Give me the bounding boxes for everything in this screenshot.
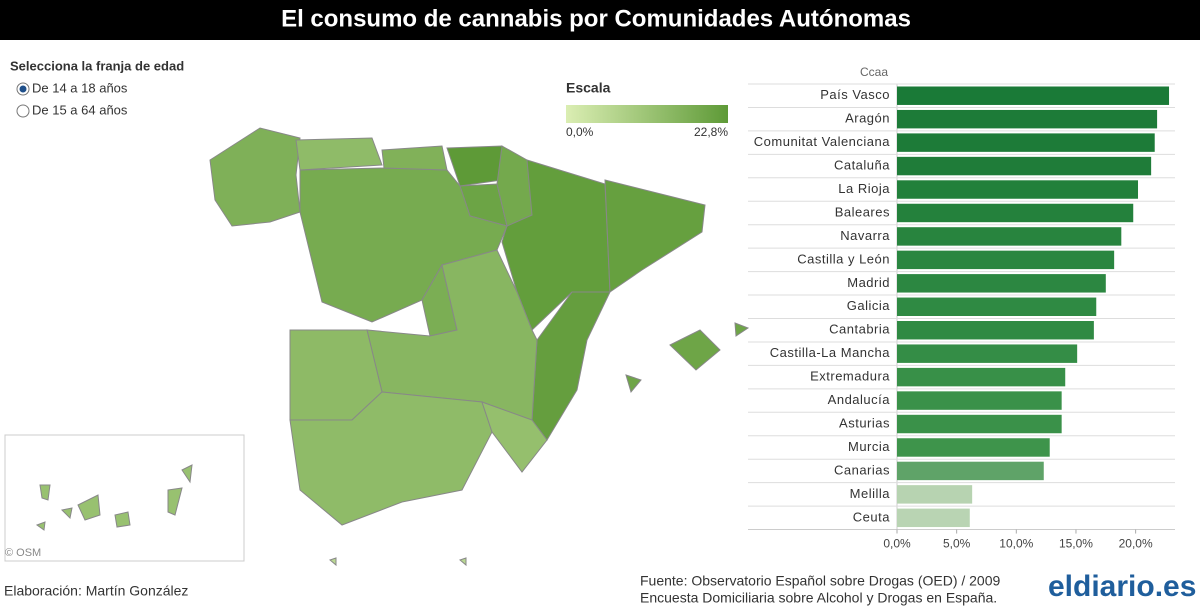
map-region [295, 137, 383, 171]
category-label: Ceuta [853, 509, 890, 524]
map-region [481, 401, 548, 473]
bar [897, 485, 973, 504]
x-tick-label: 20,0% [1119, 537, 1153, 551]
map-region [60, 507, 73, 520]
filter-label: Selecciona la franja de edad [10, 58, 184, 73]
map-region [181, 464, 193, 484]
category-label: Baleares [835, 204, 890, 219]
category-label: Castilla-La Mancha [770, 345, 891, 360]
radio-label: De 14 a 18 años [32, 80, 128, 95]
category-label: Navarra [840, 228, 890, 243]
map-region [328, 557, 337, 567]
bar [897, 109, 1158, 129]
category-label: Cataluña [834, 158, 890, 173]
scale-min: 0,0% [566, 125, 594, 139]
map-region [625, 374, 642, 394]
source: Encuesta Domiciliaria sobre Alcohol y Dr… [640, 590, 997, 606]
map-region [458, 557, 467, 567]
category-label: Madrid [847, 275, 890, 290]
canarias-inset [4, 434, 245, 562]
category-label: Murcia [848, 439, 890, 454]
map-region [289, 391, 493, 526]
radio-button[interactable] [16, 104, 30, 118]
map-region [669, 329, 721, 371]
category-label: Extremadura [810, 369, 890, 384]
category-label: La Rioja [838, 181, 890, 196]
title-bar [0, 0, 1200, 40]
bar [897, 508, 970, 528]
category-label: Melilla [850, 486, 891, 501]
x-tick-label: 0,0% [883, 537, 911, 551]
scale-max: 22,8% [694, 125, 728, 139]
bar [897, 156, 1152, 176]
bar [897, 274, 1106, 293]
radio-label: De 15 a 64 años [32, 102, 128, 117]
map-region [39, 484, 51, 501]
scale-bar [566, 105, 728, 123]
bar [897, 227, 1122, 246]
map-region [35, 521, 46, 531]
bar [897, 180, 1139, 199]
bar [897, 86, 1170, 105]
map-region [209, 127, 301, 227]
map-region [496, 145, 533, 227]
map-region [734, 322, 750, 337]
bar [897, 321, 1094, 340]
source: Fuente: Observatorio Español sobre Droga… [640, 573, 1001, 589]
radio-dot [19, 85, 27, 93]
category-label: Comunitat Valenciana [754, 134, 890, 149]
title: El consumo de cannabis por Comunidades A… [281, 5, 911, 32]
x-tick-label: 10,0% [999, 537, 1033, 551]
bar [897, 250, 1115, 270]
category-label: Canarias [834, 462, 890, 477]
bar [897, 438, 1050, 457]
category-label: Andalucía [828, 392, 891, 407]
bar [897, 367, 1066, 387]
map-region [604, 179, 706, 293]
bar [897, 461, 1044, 481]
bar [897, 391, 1062, 410]
scale-title: Escala [566, 80, 611, 96]
bar [897, 203, 1134, 223]
category-label: Cantabria [829, 322, 890, 337]
bar [897, 133, 1155, 152]
category-label: Castilla y León [797, 251, 890, 266]
map-region [114, 511, 131, 528]
axis-title: Ccaa [860, 65, 888, 79]
x-tick-label: 5,0% [943, 537, 971, 551]
category-label: Asturias [839, 415, 890, 430]
category-label: País Vasco [820, 87, 890, 102]
bar [897, 297, 1097, 316]
map-region [77, 494, 101, 521]
category-label: Aragón [845, 111, 890, 126]
bar [897, 344, 1078, 363]
bar [897, 414, 1062, 434]
map-credit: © OSM [5, 547, 41, 559]
category-label: Galicia [847, 298, 891, 313]
logo: eldiario.es [1048, 570, 1196, 603]
map-region [167, 487, 183, 516]
x-tick-label: 15,0% [1059, 537, 1093, 551]
map-region [381, 145, 448, 171]
author: Elaboración: Martín González [4, 583, 188, 599]
